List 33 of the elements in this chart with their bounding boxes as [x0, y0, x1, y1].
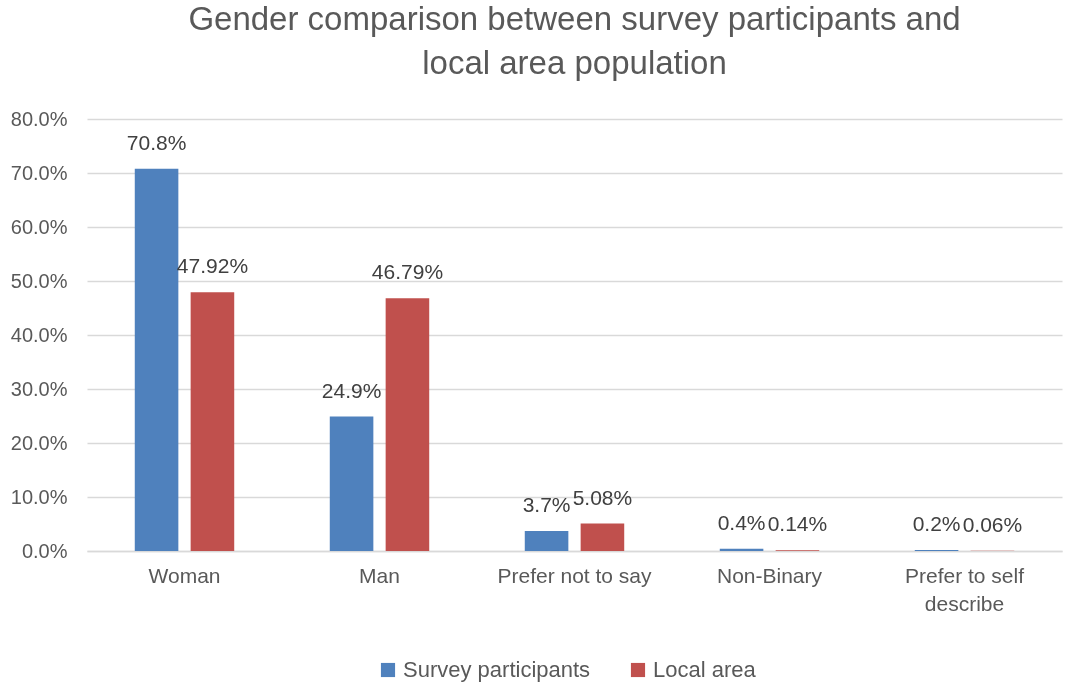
y-tick-label: 80.0%	[10, 107, 68, 130]
x-tick-label: Woman	[148, 563, 221, 587]
bar	[385, 298, 430, 551]
bar	[134, 168, 179, 551]
x-tick-label: Man	[359, 563, 400, 587]
data-label: 46.79%	[371, 260, 444, 284]
y-tick-label: 30.0%	[10, 377, 68, 400]
y-tick-label: 60.0%	[10, 215, 68, 238]
x-tick-label: Non-Binary	[716, 563, 823, 587]
data-label: 0.4%	[717, 510, 766, 534]
y-tick-label: 70.0%	[10, 161, 68, 184]
x-tick-label: Prefer not to say	[497, 563, 653, 587]
bar	[329, 416, 374, 551]
y-tick-label: 40.0%	[10, 323, 68, 346]
y-tick-label: 50.0%	[10, 269, 68, 292]
data-label: 3.7%	[522, 493, 571, 517]
y-tick-label: 10.0%	[10, 485, 68, 508]
legend-label: Survey participants	[403, 657, 591, 682]
data-label: 0.06%	[962, 512, 1023, 536]
data-label: 0.14%	[767, 512, 828, 536]
bar	[190, 292, 235, 551]
bar	[719, 548, 764, 551]
bar	[524, 531, 569, 551]
bar	[580, 523, 625, 551]
data-label: 5.08%	[572, 485, 633, 509]
chart-title: Gender comparison between survey participants and local area population	[188, 0, 961, 81]
x-tick-label: Prefer to self describe	[904, 563, 1025, 615]
y-tick-label: 0.0%	[21, 539, 68, 562]
data-label: 0.2%	[912, 511, 961, 535]
data-label: 24.9%	[321, 378, 382, 402]
data-label: 70.8%	[126, 130, 187, 154]
legend-label: Local area	[653, 657, 757, 682]
y-tick-label: 20.0%	[10, 431, 68, 454]
